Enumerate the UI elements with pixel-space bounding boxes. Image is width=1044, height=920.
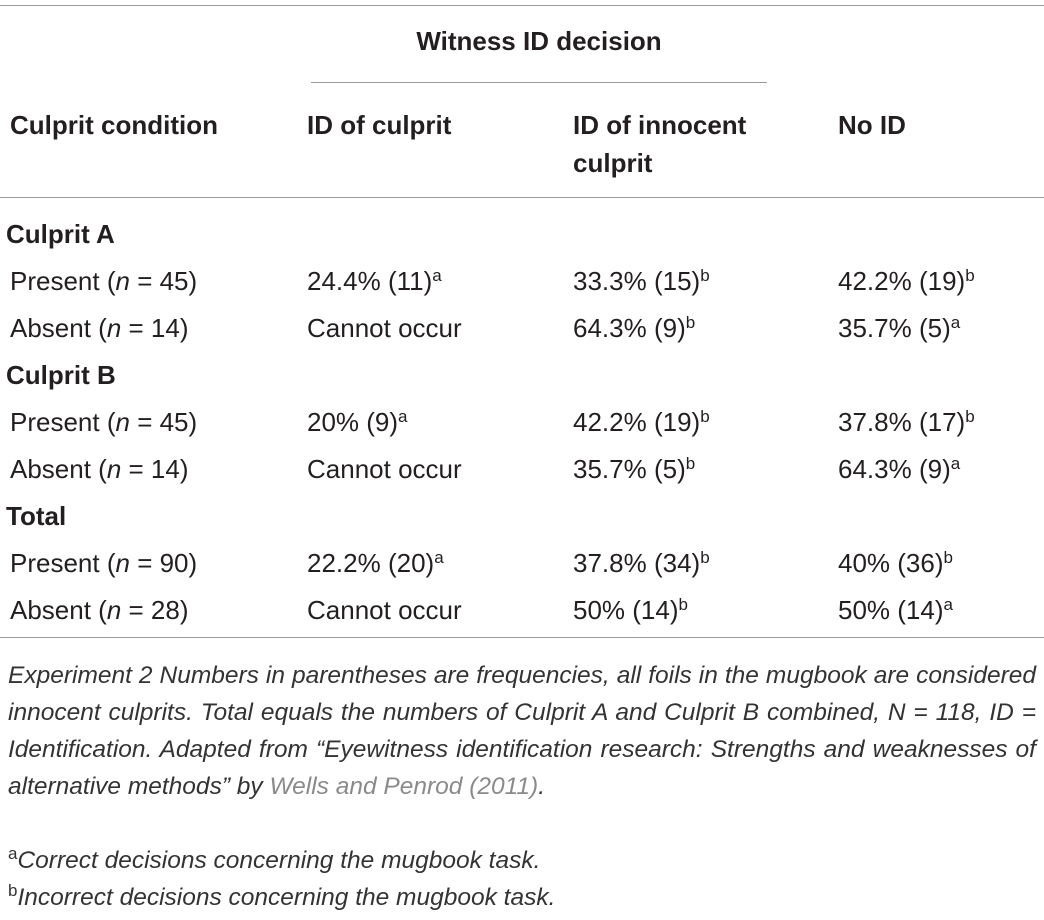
group-header: Witness ID decision (416, 26, 662, 56)
cell: 50% (14)a (838, 593, 953, 627)
cell: 20% (9)a (307, 405, 408, 439)
cell: 33.3% (15)b (573, 264, 710, 298)
label-part: = 45) (129, 407, 198, 437)
column-header: ID of culprit (307, 110, 452, 140)
label-part: n (115, 266, 130, 296)
cell: 64.3% (9)b (573, 311, 695, 345)
cell-text: 42.2% (19) (573, 407, 701, 437)
section-title: Culprit B (6, 360, 116, 390)
cell-text: 24.4% (11) (307, 266, 433, 296)
column-header: Culprit condition (10, 110, 218, 140)
cell-text: Cannot occur (307, 454, 462, 484)
superscript: b (965, 266, 975, 285)
superscript: b (685, 454, 696, 473)
label-part: Absent ( (10, 313, 107, 343)
table-note: Experiment 2 Numbers in parentheses are … (8, 657, 1036, 805)
column-header: No ID (838, 110, 906, 140)
row-label: Present (n = 45) (10, 264, 197, 298)
row-label: Absent (n = 28) (10, 593, 189, 627)
note-end: . (538, 773, 546, 800)
superscript: a (434, 548, 444, 567)
superscript: a (943, 595, 953, 614)
citation-link[interactable]: Wells and Penrod (2011) (269, 773, 539, 800)
rule (311, 82, 767, 83)
section-title: Culprit A (6, 219, 115, 249)
label-part: = 14) (121, 313, 189, 343)
footnote-text: Correct decisions concerning the mugbook… (17, 847, 541, 874)
cell: 42.2% (19)b (838, 264, 975, 298)
cell-text: 35.7% (5) (838, 313, 951, 343)
label-part: = 90) (129, 548, 198, 578)
cell: 64.3% (9)a (838, 452, 960, 486)
superscript: a (398, 407, 408, 426)
cell: 24.4% (11)a (307, 264, 442, 298)
cell-text: Cannot occur (307, 313, 462, 343)
row-label: Absent (n = 14) (10, 452, 189, 486)
row-label: Present (n = 45) (10, 405, 197, 439)
superscript: a (432, 266, 442, 285)
cell: 37.8% (34)b (573, 546, 710, 580)
label-part: n (106, 454, 122, 484)
label-part: Present ( (10, 548, 116, 578)
cell: Cannot occur (307, 452, 462, 486)
footnote: bIncorrect decisions concerning the mugb… (8, 879, 555, 916)
cell: 40% (36)b (838, 546, 953, 580)
cell: 37.8% (17)b (838, 405, 975, 439)
label-part: Present ( (10, 266, 116, 296)
section-title: Total (6, 501, 67, 531)
cell: Cannot occur (307, 593, 462, 627)
cell-text: 22.2% (20) (307, 548, 435, 578)
label-part: Absent ( (10, 454, 107, 484)
cell: 35.7% (5)b (573, 452, 695, 486)
cell-text: 37.8% (17) (838, 407, 966, 437)
superscript: b (943, 548, 953, 567)
label-part: = 28) (121, 595, 189, 625)
cell-text: 64.3% (9) (838, 454, 951, 484)
superscript: a (950, 313, 961, 332)
rule (0, 5, 1044, 6)
superscript: b (678, 595, 688, 614)
label-part: n (106, 313, 122, 343)
cell-text: 50% (14) (838, 595, 944, 625)
label-part: Absent ( (10, 595, 107, 625)
row-label: Absent (n = 14) (10, 311, 189, 345)
cell: 50% (14)b (573, 593, 688, 627)
rule (0, 197, 1044, 198)
superscript: b (700, 407, 710, 426)
superscript: b (965, 407, 975, 426)
cell-text: 37.8% (34) (573, 548, 701, 578)
cell-text: 42.2% (19) (838, 266, 966, 296)
footnote-mark: b (8, 881, 18, 900)
superscript: b (685, 313, 696, 332)
rule (0, 637, 1044, 638)
cell: Cannot occur (307, 311, 462, 345)
cell-text: 40% (36) (838, 548, 944, 578)
row-label: Present (n = 90) (10, 546, 197, 580)
cell-text: 35.7% (5) (573, 454, 686, 484)
label-part: = 14) (121, 454, 189, 484)
cell-text: Cannot occur (307, 595, 462, 625)
superscript: a (950, 454, 961, 473)
label-part: n (106, 595, 122, 625)
cell-text: 64.3% (9) (573, 313, 686, 343)
label-part: Present ( (10, 407, 116, 437)
footnote: aCorrect decisions concerning the mugboo… (8, 842, 540, 879)
superscript: b (700, 266, 710, 285)
cell: 35.7% (5)a (838, 311, 960, 345)
footnote-text: Incorrect decisions concerning the mugbo… (17, 884, 556, 911)
column-header: ID of innocent culprit (573, 110, 747, 178)
note-text: Experiment 2 Numbers in parentheses are … (8, 662, 1036, 800)
cell-text: 33.3% (15) (573, 266, 701, 296)
cell-text: 50% (14) (573, 595, 679, 625)
label-part: n (115, 548, 130, 578)
cell: 42.2% (19)b (573, 405, 710, 439)
label-part: n (115, 407, 130, 437)
footnote-mark: a (8, 844, 18, 863)
superscript: b (700, 548, 710, 567)
cell: 22.2% (20)a (307, 546, 444, 580)
cell-text: 20% (9) (307, 407, 399, 437)
label-part: = 45) (129, 266, 198, 296)
